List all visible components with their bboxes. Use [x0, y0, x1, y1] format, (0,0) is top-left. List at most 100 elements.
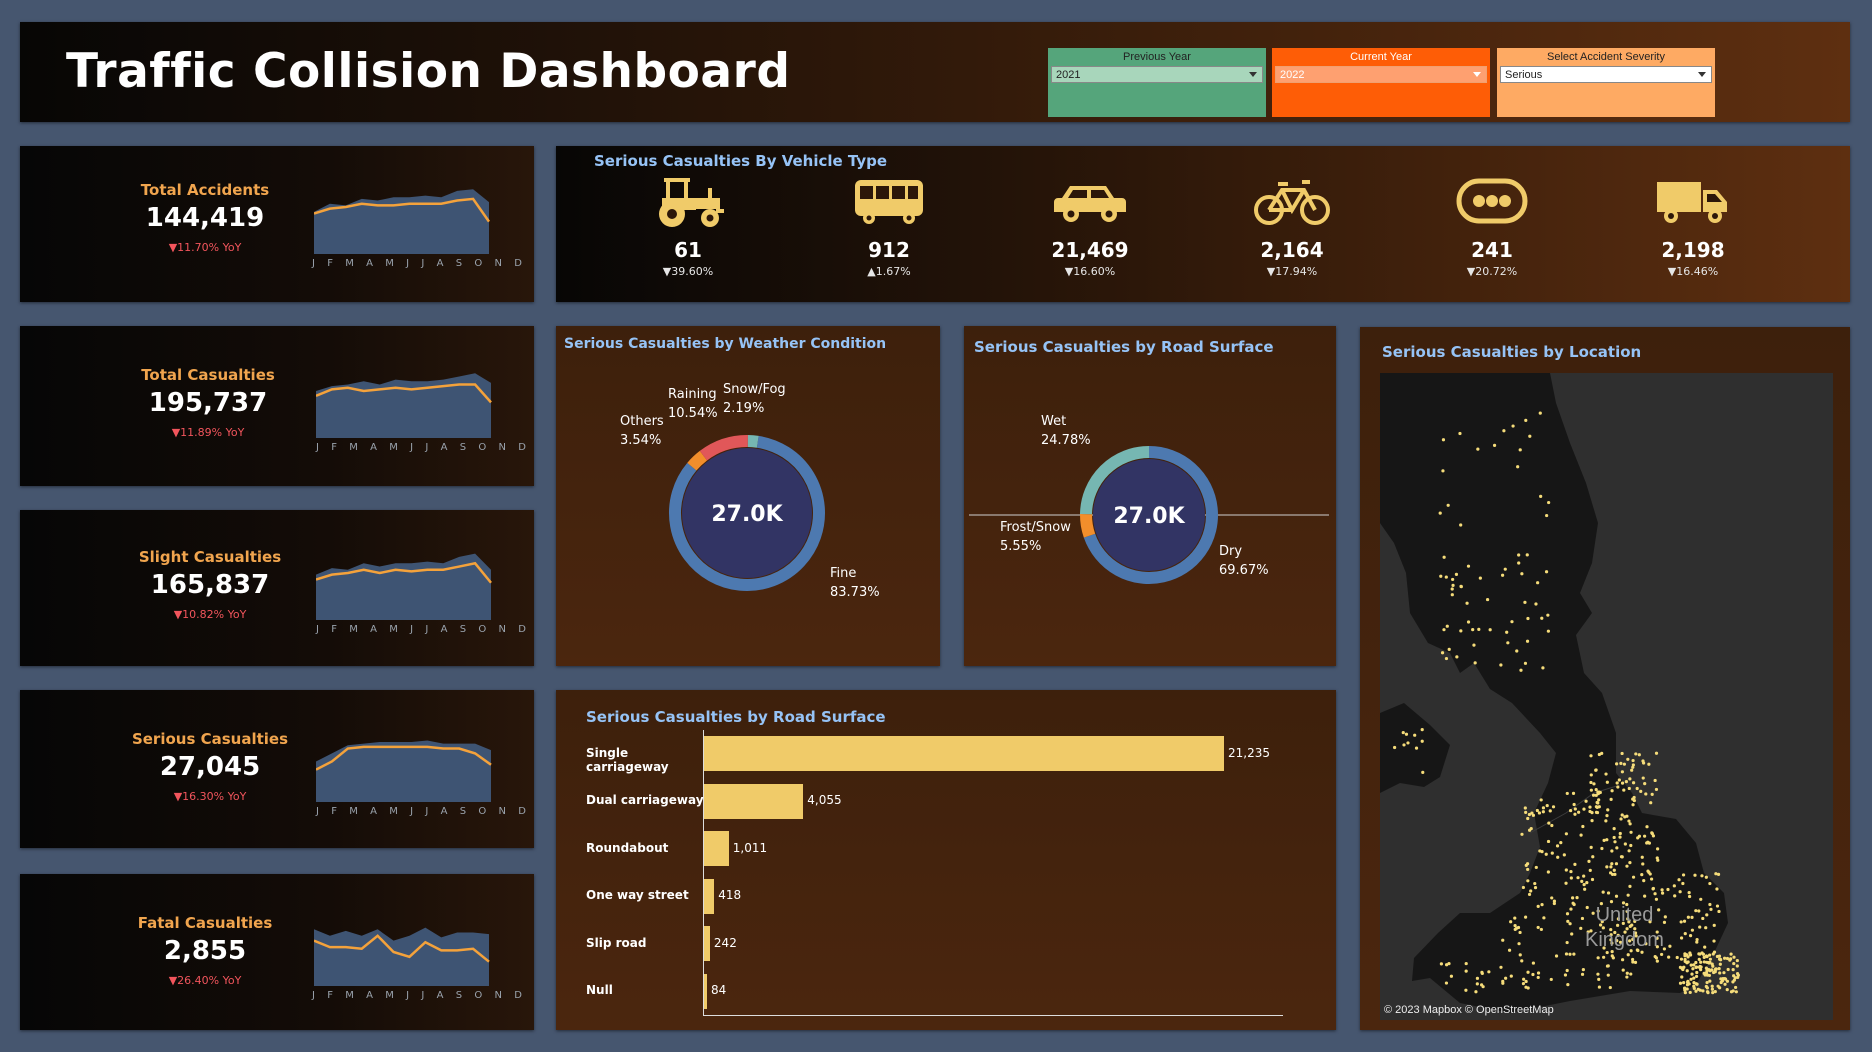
casualty-point: [1631, 960, 1635, 964]
month-tick: A: [366, 258, 373, 269]
severity-filter[interactable]: Select Accident Severity Serious: [1497, 48, 1715, 117]
casualty-point: [1620, 813, 1624, 817]
dropdown-arrow-icon[interactable]: [1473, 72, 1481, 77]
casualty-point: [1476, 447, 1480, 451]
donut-slice-dry[interactable]: [1083, 446, 1218, 584]
dropdown-arrow-icon[interactable]: [1698, 72, 1706, 77]
casualty-point: [1525, 553, 1529, 557]
donut-slice-wet[interactable]: [1080, 446, 1150, 515]
sparkline-line: [316, 745, 492, 771]
casualty-point: [1439, 962, 1443, 966]
vehicle-item-bus[interactable]: 912 ▲1.67%: [829, 176, 949, 278]
casualty-point: [1610, 789, 1614, 793]
casualty-point: [1565, 940, 1569, 945]
casualty-point: [1444, 981, 1449, 985]
casualty-point: [1594, 788, 1598, 792]
donut-slice-others[interactable]: [687, 450, 708, 471]
casualty-point: [1610, 872, 1615, 877]
donut-center: [1093, 459, 1205, 571]
casualty-point: [1729, 952, 1733, 956]
casualty-point: [1699, 968, 1703, 972]
casualty-point: [1631, 781, 1636, 785]
casualty-point: [1538, 411, 1542, 415]
casualty-point: [1718, 971, 1722, 975]
frost-pct: 5.55%: [1000, 539, 1042, 554]
bar[interactable]: [704, 736, 1224, 772]
casualty-point: [1602, 955, 1606, 959]
previous-year-select[interactable]: 2021: [1051, 66, 1263, 83]
vehicle-item-car[interactable]: 21,469 ▼16.60%: [1030, 176, 1150, 278]
panel-title: Serious Casualties by Weather Condition: [564, 336, 887, 352]
snow-pct: 2.19%: [723, 401, 765, 416]
casualty-point: [1569, 869, 1573, 874]
casualty-point: [1526, 970, 1530, 974]
casualty-point: [1715, 904, 1720, 908]
donut-slice-snow-fog[interactable]: [747, 435, 759, 448]
casualty-point: [1625, 864, 1629, 868]
casualty-point: [1653, 892, 1657, 896]
bar[interactable]: [704, 783, 804, 819]
casualty-point: [1641, 776, 1645, 780]
casualty-point: [1631, 937, 1635, 941]
casualty-point: [1689, 977, 1693, 981]
casualty-point: [1681, 873, 1686, 877]
casualty-point: [1588, 868, 1592, 873]
bar[interactable]: [704, 831, 729, 867]
casualty-point: [1631, 957, 1635, 962]
casualty-point: [1690, 972, 1694, 976]
casualty-point: [1717, 909, 1721, 914]
casualty-point: [1732, 955, 1736, 959]
current-year-filter[interactable]: Current Year 2022: [1272, 48, 1490, 117]
donut-slice-frost-snow[interactable]: [1080, 513, 1096, 538]
casualty-point: [1629, 972, 1633, 976]
bar[interactable]: [704, 878, 715, 914]
vehicle-item-truck[interactable]: 2,198 ▼16.46%: [1633, 176, 1753, 278]
casualty-point: [1524, 985, 1528, 989]
casualty-point: [1536, 975, 1540, 980]
casualty-point: [1640, 873, 1644, 877]
uk-map[interactable]: United Kingdom © 2023 Mapbox © OpenStree…: [1380, 373, 1833, 1020]
casualty-point: [1475, 982, 1479, 986]
casualty-point: [1621, 901, 1626, 905]
month-tick: A: [440, 806, 448, 817]
casualty-point: [1648, 920, 1652, 924]
casualty-point: [1589, 780, 1593, 785]
casualty-point: [1529, 889, 1533, 893]
previous-year-filter[interactable]: Previous Year 2021: [1048, 48, 1266, 117]
casualty-point: [1589, 773, 1593, 777]
casualty-point: [1615, 762, 1619, 766]
severity-select[interactable]: Serious: [1500, 66, 1712, 83]
casualty-point: [1566, 983, 1570, 987]
casualty-point: [1573, 812, 1577, 816]
casualty-point: [1613, 840, 1617, 844]
vehicle-item-others[interactable]: 241 ▼20.72%: [1432, 176, 1552, 278]
casualty-point: [1662, 920, 1667, 924]
casualty-point: [1582, 883, 1586, 887]
kpi-label: Serious Casualties: [131, 730, 289, 748]
casualty-point: [1714, 872, 1718, 876]
bar[interactable]: [704, 973, 707, 1009]
bar-value-label: 4,055: [807, 793, 842, 808]
previous-year-value: 2021: [1056, 69, 1081, 81]
vehicle-item-bicycle[interactable]: 2,164 ▼17.94%: [1232, 176, 1352, 278]
casualty-point: [1650, 831, 1654, 835]
casualty-point: [1393, 745, 1397, 750]
casualty-point: [1531, 961, 1536, 965]
others-name: Others: [620, 414, 664, 429]
casualty-point: [1626, 893, 1630, 897]
casualty-point: [1735, 958, 1739, 963]
vehicle-item-tractor[interactable]: 61 ▼39.60%: [628, 176, 748, 278]
donut-slice-fine[interactable]: [669, 435, 825, 591]
casualty-point: [1653, 778, 1657, 783]
bar[interactable]: [704, 926, 710, 962]
casualty-point: [1406, 741, 1410, 745]
dropdown-arrow-icon[interactable]: [1249, 72, 1257, 77]
casualty-point: [1694, 974, 1699, 979]
casualty-point: [1609, 938, 1613, 942]
current-year-select[interactable]: 2022: [1275, 66, 1487, 83]
donut-slice-raining[interactable]: [699, 435, 749, 461]
casualty-point: [1523, 661, 1528, 665]
current-year-value: 2022: [1280, 69, 1305, 81]
casualty-point: [1678, 981, 1683, 985]
casualty-point: [1716, 984, 1720, 988]
